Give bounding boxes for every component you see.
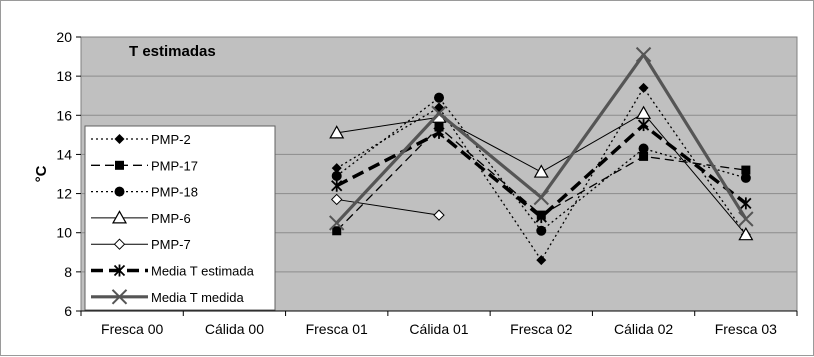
x-marker xyxy=(533,189,549,206)
square-marker xyxy=(115,160,124,170)
square-marker xyxy=(741,165,751,175)
x-stroke xyxy=(111,289,128,305)
x-marker xyxy=(431,105,447,122)
circle-marker xyxy=(536,225,547,236)
diamond-marker xyxy=(433,209,445,221)
legend-label: PMP-17 xyxy=(151,158,198,173)
x-tick-label: Cálida 00 xyxy=(205,321,264,337)
square-marker xyxy=(639,151,649,161)
series-pmp-6 xyxy=(329,105,754,241)
y-tick-label: 10 xyxy=(56,225,72,241)
x-tick-label: Fresca 02 xyxy=(510,321,572,337)
triangle-marker xyxy=(329,125,345,139)
legend-label: PMP-6 xyxy=(151,211,191,226)
y-tick-label: 20 xyxy=(56,29,72,45)
series-pmp-7 xyxy=(331,193,445,221)
legend-item: PMP-17 xyxy=(91,158,198,173)
y-tick-label: 18 xyxy=(56,68,72,84)
x-marker xyxy=(635,46,652,63)
diamond-marker xyxy=(331,163,342,174)
asterisk-marker xyxy=(113,264,126,277)
x-stroke xyxy=(635,46,652,63)
legend-item: Media T estimada xyxy=(91,264,255,279)
x-tick-label: Fresca 00 xyxy=(101,321,163,337)
series-line xyxy=(336,198,440,216)
diamond-marker xyxy=(113,238,126,250)
legend-item: PMP-6 xyxy=(91,210,191,226)
y-tick-label: 6 xyxy=(64,303,72,319)
y-tick-label: 8 xyxy=(64,264,72,280)
series-media-t-medida xyxy=(329,46,754,231)
x-stroke xyxy=(431,105,447,122)
asterisk-marker xyxy=(535,211,547,224)
triangle-marker xyxy=(111,210,128,224)
legend-label: PMP-18 xyxy=(151,185,198,200)
x-tick-label: Fresca 03 xyxy=(715,321,777,337)
x-tick-label: Cálida 02 xyxy=(614,321,673,337)
x-tick-label: Fresca 01 xyxy=(306,321,368,337)
x-tick-label: Cálida 01 xyxy=(409,321,468,337)
circle-marker xyxy=(434,92,444,103)
y-tick-label: 16 xyxy=(56,107,72,123)
circle-marker xyxy=(331,170,342,181)
asterisk-marker xyxy=(740,197,752,210)
legend-label: Media T estimada xyxy=(151,264,255,279)
x-marker xyxy=(111,289,128,305)
asterisk-marker xyxy=(331,179,343,192)
legend-item: PMP-18 xyxy=(91,185,198,200)
circle-marker xyxy=(114,186,125,197)
triangle-marker xyxy=(738,226,754,241)
circle-marker xyxy=(740,172,751,183)
y-axis-label: °C xyxy=(33,165,50,182)
legend: PMP-2 PMP-17 PMP-18 PMP-6 PMP-7 Media T estim… xyxy=(84,125,276,311)
x-marker xyxy=(738,211,754,227)
diamond-marker xyxy=(331,193,343,206)
asterisk-marker xyxy=(637,119,650,132)
legend-item: Media T medida xyxy=(91,289,245,305)
legend-item: PMP-7 xyxy=(91,237,191,252)
x-stroke xyxy=(738,211,754,227)
x-marker xyxy=(329,215,345,231)
diamond-marker xyxy=(638,82,649,93)
legend-item: PMP-2 xyxy=(91,132,191,147)
circle-marker xyxy=(638,143,649,154)
series-layer xyxy=(329,46,754,266)
x-stroke xyxy=(329,215,345,231)
legend-label: Media T medida xyxy=(151,290,245,305)
y-tick-label: 12 xyxy=(56,186,72,202)
asterisk-marker xyxy=(433,126,445,139)
triangle-marker xyxy=(636,105,652,119)
chart-title: T estimadas xyxy=(129,43,216,60)
y-tick-labels: 6 8 10 12 14 16 18 20 xyxy=(56,29,81,319)
legend-label: PMP-2 xyxy=(151,132,191,147)
series-pmp-18 xyxy=(331,92,751,236)
legend-label: PMP-7 xyxy=(151,237,191,252)
square-marker xyxy=(332,226,342,236)
x-stroke xyxy=(533,189,549,206)
triangle-marker xyxy=(533,164,549,178)
y-tick-label: 14 xyxy=(56,146,72,162)
diamond-marker xyxy=(536,255,547,266)
diamond-marker xyxy=(114,134,125,144)
x-tick-labels: Fresca 00 Cálida 00 Fresca 01 Cálida 01 Fres… xyxy=(80,310,798,337)
